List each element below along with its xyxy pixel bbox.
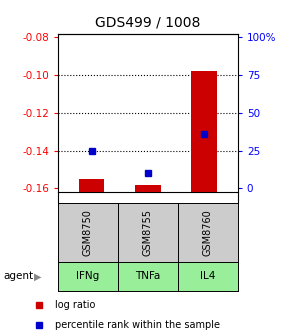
Text: log ratio: log ratio <box>55 300 95 310</box>
Text: GSM8755: GSM8755 <box>143 209 153 256</box>
Text: TNFa: TNFa <box>135 271 161 281</box>
Text: agent: agent <box>3 271 33 281</box>
Text: IFNg: IFNg <box>76 271 99 281</box>
Bar <box>191 71 217 192</box>
Bar <box>79 179 104 192</box>
Title: GDS499 / 1008: GDS499 / 1008 <box>95 16 201 30</box>
Text: ▶: ▶ <box>34 271 41 281</box>
Text: GSM8750: GSM8750 <box>83 209 93 256</box>
Text: percentile rank within the sample: percentile rank within the sample <box>55 321 220 330</box>
Bar <box>135 184 161 192</box>
Text: GSM8760: GSM8760 <box>203 209 213 256</box>
Text: IL4: IL4 <box>200 271 215 281</box>
